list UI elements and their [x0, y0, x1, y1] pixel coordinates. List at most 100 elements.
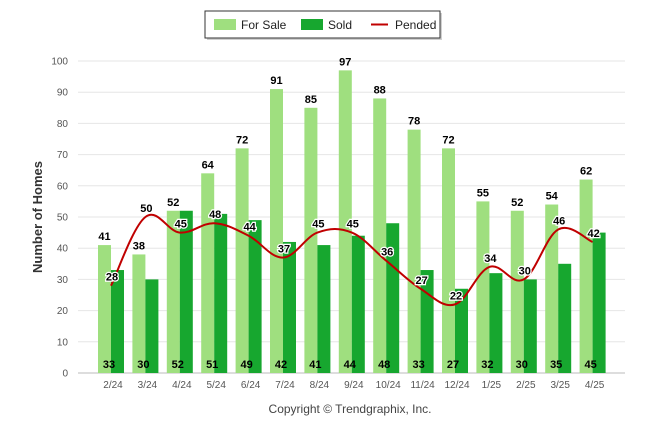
bar-sold: [386, 223, 400, 373]
bar-for-sale: [338, 70, 352, 374]
bar-sold: [558, 263, 572, 373]
bar-for-sale: [510, 210, 524, 373]
bar-sold: [592, 232, 606, 373]
data-label-sold: 33: [103, 359, 115, 371]
data-label-for-sale: 97: [339, 56, 351, 68]
y-tick-label: 90: [57, 88, 69, 99]
x-tick-label: 2/24: [103, 380, 123, 391]
bar-for-sale: [166, 210, 180, 373]
data-label-sold: 30: [516, 359, 528, 371]
y-tick-label: 10: [57, 337, 69, 348]
legend-label: Sold: [328, 18, 352, 32]
bar-sold: [283, 241, 296, 373]
data-label-sold: 45: [584, 359, 596, 371]
bar-sold: [317, 245, 331, 373]
data-label-for-sale: 62: [580, 166, 592, 178]
bar-sold: [145, 279, 159, 373]
data-label-pended: 27: [415, 275, 427, 287]
bar-sold: [179, 210, 193, 373]
x-tick-label: 7/24: [275, 380, 295, 391]
x-tick-label: 11/24: [410, 380, 435, 391]
data-label-sold: 35: [550, 359, 562, 371]
y-tick-label: 70: [57, 150, 69, 161]
data-label-pended: 30: [519, 265, 531, 277]
y-tick-label: 0: [62, 369, 68, 380]
y-tick-label: 20: [57, 306, 69, 317]
data-label-sold: 32: [481, 359, 493, 371]
data-label-for-sale: 85: [305, 94, 317, 106]
data-label-for-sale: 72: [442, 134, 454, 146]
data-label-pended: 48: [209, 209, 221, 221]
bar-sold: [523, 279, 537, 373]
data-label-sold: 52: [172, 359, 184, 371]
data-label-for-sale: 41: [98, 231, 110, 243]
data-label-sold: 42: [275, 359, 287, 371]
y-axis-title: Number of Homes: [30, 161, 45, 273]
x-tick-label: 5/24: [206, 380, 226, 391]
data-label-pended: 50: [140, 203, 152, 215]
x-tick-label: 4/24: [172, 380, 192, 391]
data-label-for-sale: 88: [374, 84, 386, 96]
y-tick-label: 30: [57, 275, 69, 286]
data-label-pended: 44: [243, 222, 256, 234]
data-label-sold: 27: [447, 359, 459, 371]
bar-sold: [214, 213, 228, 373]
bar-sold: [455, 288, 468, 373]
data-label-pended: 45: [312, 219, 324, 231]
bar-for-sale: [407, 129, 421, 373]
data-label-pended: 34: [484, 253, 497, 265]
data-label-for-sale: 91: [270, 75, 282, 87]
data-label-sold: 30: [137, 359, 149, 371]
data-label-for-sale: 52: [167, 197, 179, 209]
bar-for-sale: [235, 148, 249, 373]
x-tick-label: 10/24: [376, 380, 401, 391]
legend-label: Pended: [395, 18, 436, 32]
bar-sold: [248, 220, 262, 373]
x-tick-label: 1/25: [482, 380, 502, 391]
y-tick-label: 40: [57, 244, 69, 255]
bar-sold: [489, 273, 503, 373]
data-label-pended: 37: [278, 244, 290, 256]
y-tick-label: 80: [57, 119, 69, 130]
bar-for-sale: [98, 245, 111, 373]
x-tick-label: 4/25: [585, 380, 605, 391]
data-label-pended: 36: [381, 247, 393, 259]
data-label-for-sale: 52: [511, 197, 523, 209]
data-label-for-sale: 38: [133, 240, 145, 252]
data-label-for-sale: 55: [477, 187, 489, 199]
data-label-for-sale: 72: [236, 134, 248, 146]
copyright-credit: Copyright © Trendgraphix, Inc.: [269, 402, 432, 416]
bar-for-sale: [476, 201, 490, 373]
bar-sold: [351, 235, 365, 373]
bar-for-sale: [545, 204, 559, 373]
data-label-for-sale: 78: [408, 116, 420, 128]
legend-label: For Sale: [241, 18, 287, 32]
bar-for-sale: [201, 173, 215, 373]
data-label-for-sale: 64: [202, 159, 215, 171]
data-label-sold: 49: [240, 359, 252, 371]
data-label-pended: 45: [175, 219, 187, 231]
x-tick-label: 6/24: [241, 380, 261, 391]
data-label-sold: 41: [309, 359, 321, 371]
data-label-pended: 28: [106, 272, 118, 284]
x-tick-label: 12/24: [444, 380, 469, 391]
bar-for-sale: [132, 254, 146, 373]
x-tick-label: 3/24: [138, 380, 158, 391]
data-label-pended: 46: [553, 215, 565, 227]
x-tick-label: 8/24: [310, 380, 330, 391]
y-tick-label: 60: [57, 181, 69, 192]
legend-swatch-for-sale: [214, 19, 236, 30]
bar-for-sale: [579, 179, 593, 373]
bar-for-sale: [304, 107, 318, 374]
x-tick-label: 9/24: [344, 380, 364, 391]
bar-sold: [111, 270, 124, 373]
data-label-sold: 51: [206, 359, 218, 371]
data-label-for-sale: 54: [546, 191, 559, 203]
data-label-pended: 42: [587, 228, 599, 240]
y-tick-label: 100: [51, 57, 68, 68]
bar-for-sale: [270, 89, 283, 373]
y-tick-label: 50: [57, 213, 69, 224]
data-label-pended: 45: [347, 219, 359, 231]
data-label-sold: 33: [412, 359, 424, 371]
